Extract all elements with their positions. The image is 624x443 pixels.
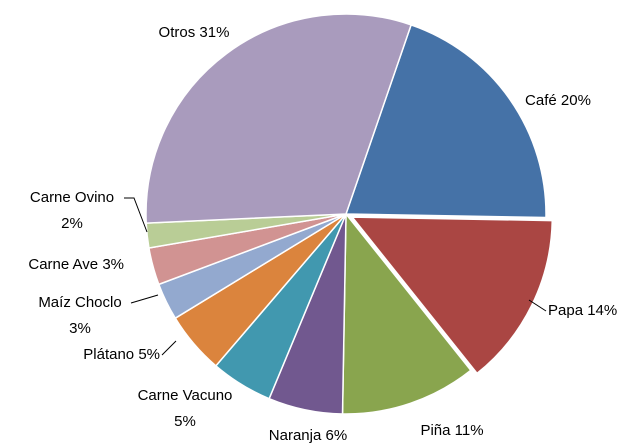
leader-line bbox=[130, 294, 159, 304]
slice-value: 14% bbox=[587, 302, 617, 319]
slice-value: 3% bbox=[69, 320, 91, 337]
slice-label: Café 20% bbox=[525, 92, 591, 109]
leader-line bbox=[161, 340, 177, 356]
slice-label: Piña 11% bbox=[420, 422, 483, 439]
slice-name: Plátano bbox=[83, 346, 134, 363]
pie-slice bbox=[344, 23, 547, 219]
slice-value: 20% bbox=[561, 92, 591, 109]
slice-name: Carne Vacuno bbox=[138, 387, 233, 404]
slice-value: 2% bbox=[61, 215, 83, 232]
slice-name: Carne Ovino bbox=[30, 189, 114, 206]
leader-line bbox=[528, 299, 547, 312]
slice-value: 5% bbox=[174, 413, 196, 430]
slice-label: Otros 31% bbox=[159, 24, 230, 41]
slice-name: Carne Ave bbox=[28, 256, 98, 273]
slice-name: Naranja bbox=[269, 427, 322, 443]
slice-name: Papa bbox=[548, 302, 584, 319]
slice-value: 11% bbox=[455, 422, 484, 439]
slice-value: 5% bbox=[138, 346, 160, 363]
pie-slice bbox=[145, 13, 413, 224]
slice-label: Carne Vacuno 5% bbox=[138, 387, 233, 430]
slice-label: Papa 14% bbox=[548, 302, 617, 319]
pie-slice bbox=[341, 211, 472, 415]
slice-name: Piña bbox=[420, 422, 451, 439]
slice-label: Naranja 6% bbox=[269, 427, 347, 443]
slice-value: 3% bbox=[102, 256, 124, 273]
slice-label: Plátano 5% bbox=[83, 346, 160, 363]
slice-name: Otros bbox=[159, 24, 196, 41]
pie-slice bbox=[350, 216, 554, 375]
slice-value: 31% bbox=[199, 24, 229, 41]
slice-name: Café bbox=[525, 92, 557, 109]
slice-label: Maíz Choclo 3% bbox=[38, 294, 121, 337]
slice-label: Carne Ave 3% bbox=[28, 256, 124, 273]
leader-line bbox=[124, 197, 148, 233]
slice-label: Carne Ovino 2% bbox=[30, 189, 114, 232]
slice-name: Maíz Choclo bbox=[38, 294, 121, 311]
slice-value: 6% bbox=[326, 427, 348, 443]
